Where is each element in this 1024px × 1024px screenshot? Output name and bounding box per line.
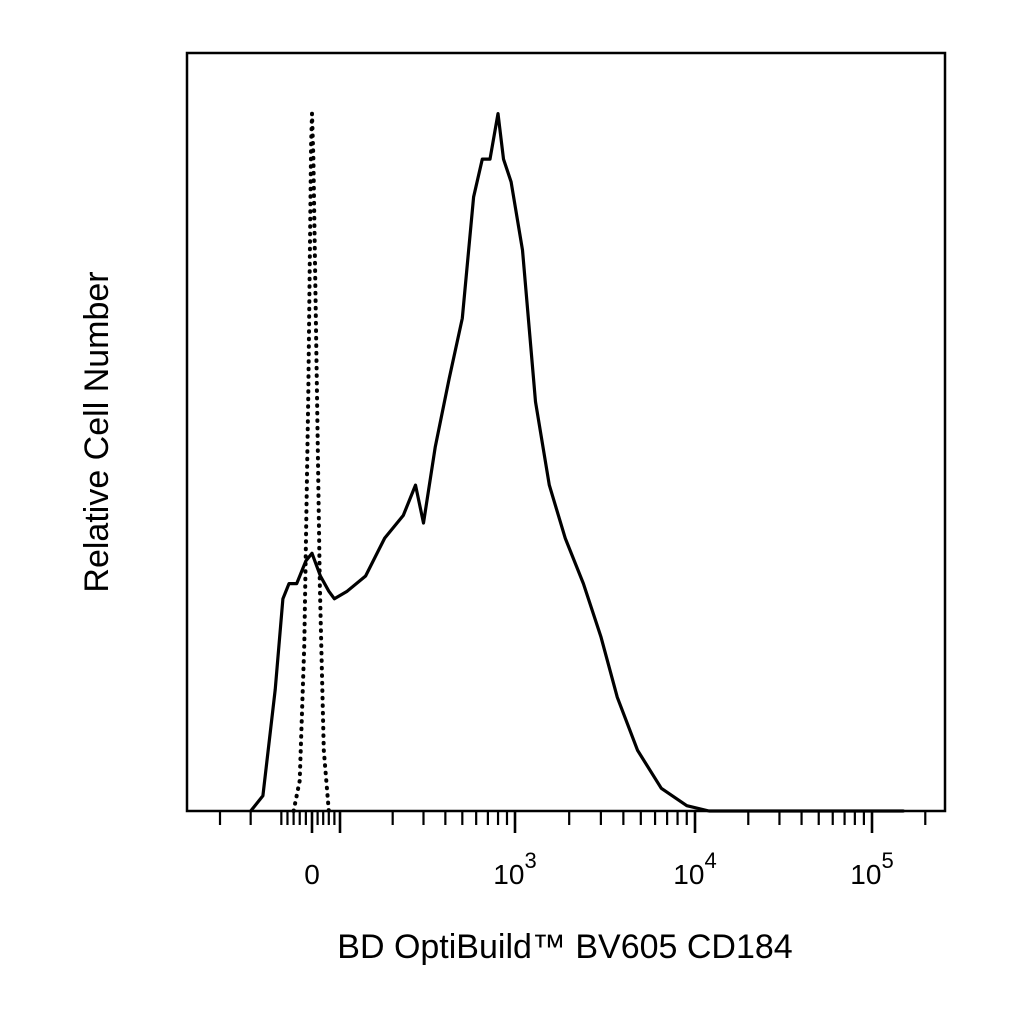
x-tick-label: 103 — [493, 848, 536, 890]
x-axis-label: BD OptiBuild™ BV605 CD184 — [337, 928, 792, 966]
x-tick-labels: 0 103 104 105 — [304, 848, 893, 890]
control-histogram-line — [291, 111, 331, 813]
x-tick-label: 104 — [673, 848, 716, 890]
stained-histogram-line — [249, 112, 905, 813]
x-tick-label: 105 — [850, 848, 893, 890]
y-axis-label: Relative Cell Number — [78, 271, 116, 592]
x-tick-label: 0 — [304, 859, 320, 890]
x-minor-ticks — [218, 811, 927, 833]
plot-frame — [185, 51, 947, 813]
series-layer — [249, 111, 905, 813]
